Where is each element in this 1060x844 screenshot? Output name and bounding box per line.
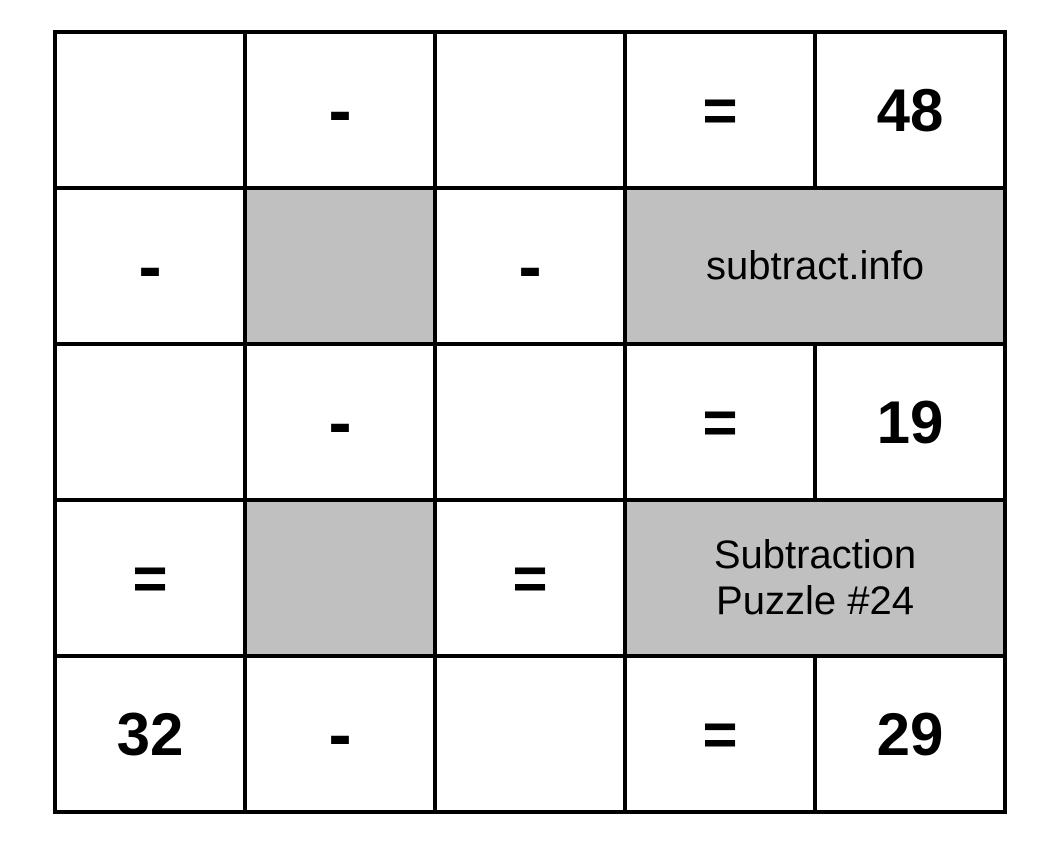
- minus-icon: -: [328, 383, 351, 461]
- minus-icon: -: [518, 227, 541, 305]
- puzzle-title: Subtraction Puzzle #24: [625, 500, 1005, 656]
- puzzle-title-line2: Puzzle #24: [716, 579, 914, 623]
- minus-icon: -: [328, 695, 351, 773]
- source-label: subtract.info: [625, 188, 1005, 344]
- cell-result: 19: [815, 344, 1005, 500]
- subtraction-puzzle-grid: - = 48 - - subtract.info - = 19 = = Subt…: [53, 30, 1007, 814]
- cell-result: 48: [815, 32, 1005, 188]
- cell-blank[interactable]: [55, 32, 245, 188]
- equals-icon: =: [702, 77, 737, 144]
- cell-value: 32: [55, 656, 245, 812]
- cell-operator-minus: -: [245, 344, 435, 500]
- cell-operator-equals: =: [435, 500, 625, 656]
- cell-blank[interactable]: [55, 344, 245, 500]
- puzzle-title-line1: Subtraction: [714, 533, 916, 577]
- cell-operator-equals: =: [55, 500, 245, 656]
- cell-shaded: [245, 500, 435, 656]
- minus-icon: -: [138, 227, 161, 305]
- equals-icon: =: [702, 389, 737, 456]
- cell-operator-minus: -: [55, 188, 245, 344]
- equals-icon: =: [132, 545, 167, 612]
- cell-operator-equals: =: [625, 344, 815, 500]
- table-row: - - subtract.info: [55, 188, 1005, 344]
- table-row: 32 - = 29: [55, 656, 1005, 812]
- puzzle-container: - = 48 - - subtract.info - = 19 = = Subt…: [0, 0, 1060, 844]
- equals-icon: =: [512, 545, 547, 612]
- table-row: - = 19: [55, 344, 1005, 500]
- minus-icon: -: [328, 71, 351, 149]
- cell-shaded: [245, 188, 435, 344]
- cell-operator-minus: -: [435, 188, 625, 344]
- cell-result: 29: [815, 656, 1005, 812]
- cell-operator-equals: =: [625, 32, 815, 188]
- equals-icon: =: [702, 701, 737, 768]
- cell-operator-minus: -: [245, 32, 435, 188]
- table-row: - = 48: [55, 32, 1005, 188]
- cell-operator-minus: -: [245, 656, 435, 812]
- cell-blank[interactable]: [435, 32, 625, 188]
- cell-blank[interactable]: [435, 344, 625, 500]
- cell-operator-equals: =: [625, 656, 815, 812]
- cell-blank[interactable]: [435, 656, 625, 812]
- table-row: = = Subtraction Puzzle #24: [55, 500, 1005, 656]
